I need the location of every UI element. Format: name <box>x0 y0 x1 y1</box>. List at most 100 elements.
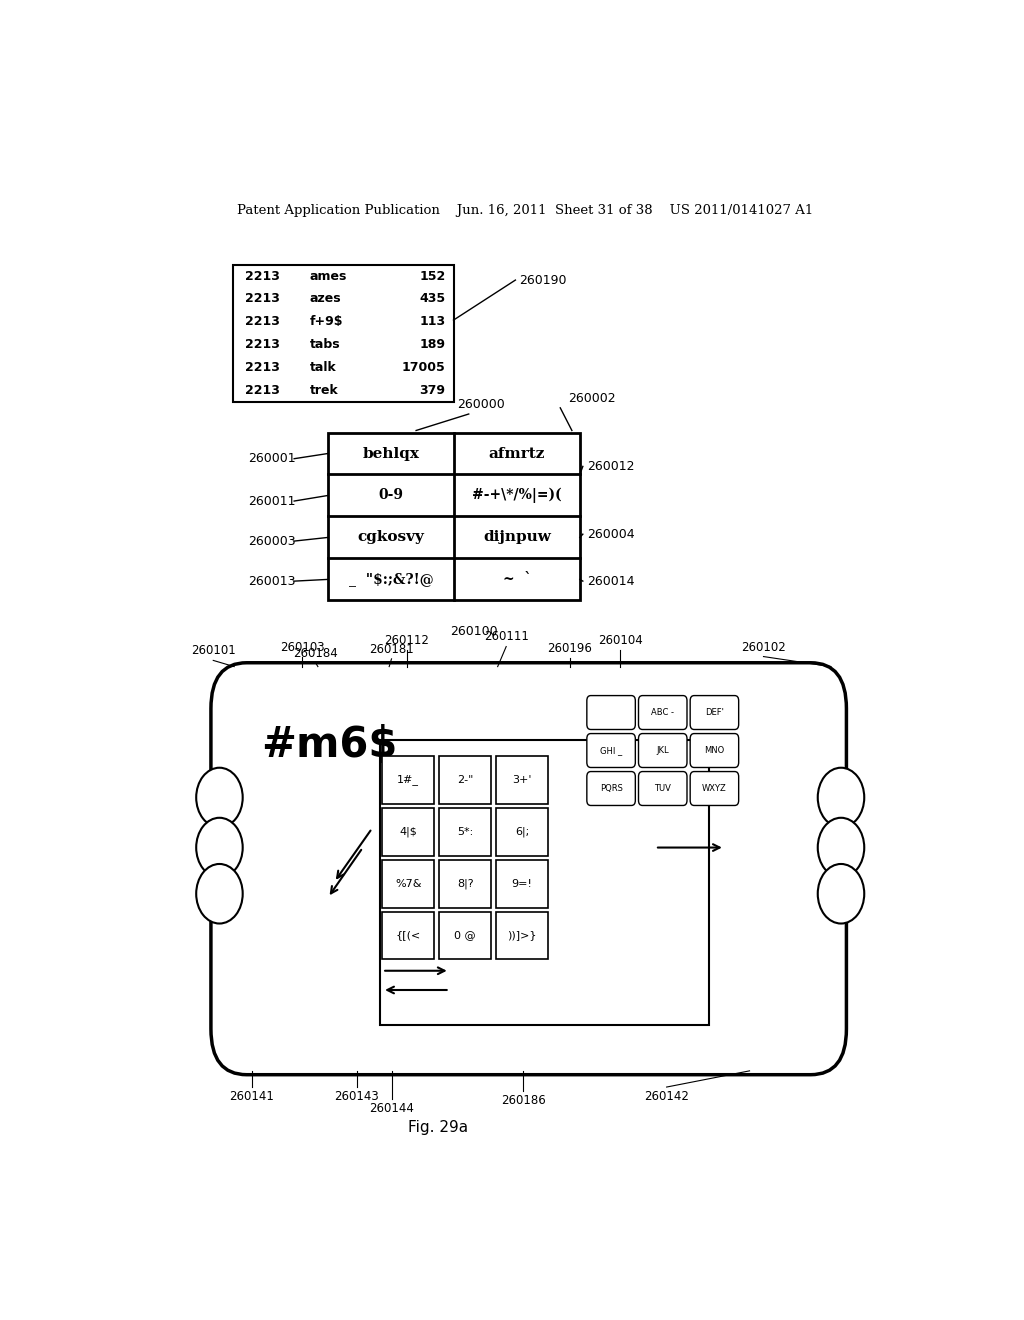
FancyBboxPatch shape <box>382 912 434 960</box>
Text: 2213: 2213 <box>245 293 280 305</box>
Text: GHI _: GHI _ <box>600 746 623 755</box>
Text: ames: ames <box>310 269 347 282</box>
FancyBboxPatch shape <box>382 755 434 804</box>
Text: Fig. 29a: Fig. 29a <box>408 1119 468 1135</box>
FancyBboxPatch shape <box>496 859 548 908</box>
Text: 260186: 260186 <box>501 1094 546 1107</box>
Text: TUV: TUV <box>654 784 671 793</box>
Text: 0 @: 0 @ <box>455 931 476 941</box>
FancyBboxPatch shape <box>496 912 548 960</box>
Text: 2213: 2213 <box>245 269 280 282</box>
Text: 379: 379 <box>420 384 445 397</box>
Text: 4|$: 4|$ <box>399 826 417 837</box>
Circle shape <box>197 818 243 878</box>
FancyBboxPatch shape <box>496 755 548 804</box>
Text: 260012: 260012 <box>587 459 634 473</box>
Text: 5*:: 5*: <box>457 826 473 837</box>
Text: 260001: 260001 <box>248 453 296 465</box>
Text: 2213: 2213 <box>245 315 280 329</box>
Text: 1#_: 1#_ <box>397 774 419 785</box>
Text: _  "$:;&?!@: _ "$:;&?!@ <box>348 573 433 586</box>
Text: MNO: MNO <box>705 746 725 755</box>
Text: 260112: 260112 <box>385 635 429 647</box>
Text: talk: talk <box>310 360 337 374</box>
Text: 260190: 260190 <box>519 273 567 286</box>
Text: 2213: 2213 <box>245 338 280 351</box>
FancyBboxPatch shape <box>587 734 635 767</box>
Text: 260143: 260143 <box>334 1090 379 1104</box>
Text: cgkosvy: cgkosvy <box>357 531 424 544</box>
Text: 260100: 260100 <box>451 624 499 638</box>
Text: 8|?: 8|? <box>457 878 473 888</box>
FancyBboxPatch shape <box>587 772 635 805</box>
Text: 3+': 3+' <box>512 775 531 784</box>
Text: tabs: tabs <box>310 338 341 351</box>
FancyBboxPatch shape <box>439 808 492 855</box>
FancyBboxPatch shape <box>439 859 492 908</box>
Text: azes: azes <box>310 293 342 305</box>
FancyBboxPatch shape <box>382 859 434 908</box>
Text: 260101: 260101 <box>190 644 236 657</box>
Text: #-+\*/%|=)(: #-+\*/%|=)( <box>472 488 562 503</box>
Circle shape <box>818 865 864 924</box>
Text: 260014: 260014 <box>587 574 634 587</box>
Text: 260002: 260002 <box>568 392 615 405</box>
Text: 260011: 260011 <box>248 495 296 508</box>
Text: 260144: 260144 <box>369 1102 414 1114</box>
Text: JKL: JKL <box>656 746 669 755</box>
Text: 6|;: 6|; <box>515 826 529 837</box>
Text: DEF': DEF' <box>705 708 724 717</box>
Text: ABC -: ABC - <box>651 708 674 717</box>
Text: 260142: 260142 <box>644 1090 689 1104</box>
Text: 2213: 2213 <box>245 360 280 374</box>
Text: 260004: 260004 <box>587 528 635 541</box>
FancyBboxPatch shape <box>382 808 434 855</box>
FancyBboxPatch shape <box>380 739 710 1024</box>
Text: behlqx: behlqx <box>362 446 420 461</box>
Text: 260102: 260102 <box>741 640 785 653</box>
Text: 260111: 260111 <box>483 631 528 644</box>
Text: 152: 152 <box>419 269 445 282</box>
Text: 260013: 260013 <box>248 574 296 587</box>
Text: 189: 189 <box>420 338 445 351</box>
FancyBboxPatch shape <box>587 696 635 730</box>
FancyBboxPatch shape <box>439 755 492 804</box>
Text: {[(<: {[(< <box>395 931 421 941</box>
FancyBboxPatch shape <box>439 912 492 960</box>
FancyBboxPatch shape <box>690 696 738 730</box>
FancyBboxPatch shape <box>211 663 847 1074</box>
Text: 260184: 260184 <box>293 647 338 660</box>
Text: #m6$: #m6$ <box>261 725 397 766</box>
FancyBboxPatch shape <box>639 772 687 805</box>
Text: ))]>}: ))]>} <box>507 931 537 941</box>
Text: dijnpuw: dijnpuw <box>483 531 551 544</box>
Text: 113: 113 <box>420 315 445 329</box>
Circle shape <box>818 768 864 828</box>
Text: 17005: 17005 <box>401 360 445 374</box>
Text: %7&: %7& <box>395 879 422 888</box>
Text: Patent Application Publication    Jun. 16, 2011  Sheet 31 of 38    US 2011/01410: Patent Application Publication Jun. 16, … <box>237 205 813 218</box>
Text: WXYZ: WXYZ <box>702 784 727 793</box>
Circle shape <box>818 818 864 878</box>
FancyBboxPatch shape <box>690 772 738 805</box>
Circle shape <box>197 865 243 924</box>
Circle shape <box>197 768 243 828</box>
Text: afmrtz: afmrtz <box>488 446 545 461</box>
Text: 2213: 2213 <box>245 384 280 397</box>
FancyBboxPatch shape <box>639 696 687 730</box>
Text: 260141: 260141 <box>229 1090 274 1104</box>
FancyBboxPatch shape <box>328 433 580 601</box>
Text: 260103: 260103 <box>280 640 325 653</box>
Text: 260196: 260196 <box>547 642 592 655</box>
FancyBboxPatch shape <box>639 734 687 767</box>
Text: 260003: 260003 <box>248 535 296 548</box>
Text: 260000: 260000 <box>457 397 505 411</box>
Text: f+9$: f+9$ <box>310 315 343 329</box>
FancyBboxPatch shape <box>232 264 454 401</box>
Text: 2-": 2-" <box>457 775 473 784</box>
Text: 260104: 260104 <box>598 635 642 647</box>
Text: PQRS: PQRS <box>600 784 623 793</box>
Text: trek: trek <box>310 384 339 397</box>
Text: 260181: 260181 <box>369 643 414 656</box>
FancyBboxPatch shape <box>496 808 548 855</box>
